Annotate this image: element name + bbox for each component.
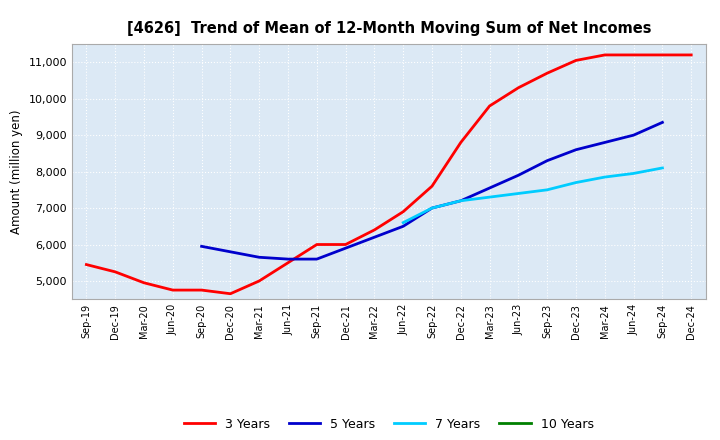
Y-axis label: Amount (million yen): Amount (million yen) [10,110,23,234]
Legend: 3 Years, 5 Years, 7 Years, 10 Years: 3 Years, 5 Years, 7 Years, 10 Years [179,413,598,436]
Title: [4626]  Trend of Mean of 12-Month Moving Sum of Net Incomes: [4626] Trend of Mean of 12-Month Moving … [127,21,651,36]
